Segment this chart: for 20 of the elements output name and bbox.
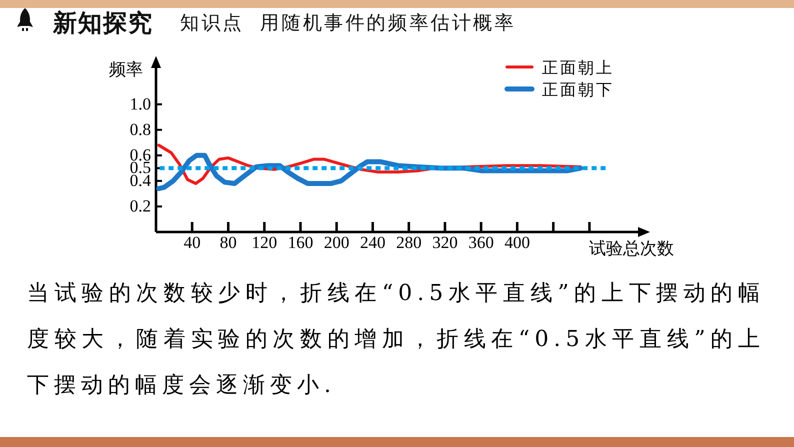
text: 当试验的次数较少时，折线在“0.5水平直线”的上下摆动的幅度较大，随着实验的次数的增加，折线在“0.5水平直线”的上下摆动的幅度会逐渐变小. bbox=[27, 280, 765, 400]
x-axis-title: 试验总次数 bbox=[589, 239, 674, 259]
y-axis-title: 频率 bbox=[109, 60, 143, 80]
x-tick-label: 200 bbox=[324, 233, 350, 252]
x-tick-label: 160 bbox=[288, 233, 314, 252]
x-tick-label: 320 bbox=[432, 233, 458, 252]
chart-title: 新知探究 bbox=[52, 8, 153, 37]
legend-label: 正面朝上 bbox=[542, 58, 614, 77]
chart-subtitle: 知识点 用随机事件的频率估计概率 bbox=[180, 12, 516, 34]
x-tick-label: 360 bbox=[468, 233, 494, 252]
legend-label: 正面朝下 bbox=[542, 80, 614, 99]
x-tick-label: 240 bbox=[360, 233, 386, 252]
y-tick-label: 0.2 bbox=[130, 196, 151, 216]
x-tick-label: 120 bbox=[252, 233, 278, 252]
y-tick-label: 1.0 bbox=[130, 94, 151, 114]
x-tick-label: 40 bbox=[184, 233, 201, 252]
y-tick-label: 0.8 bbox=[130, 120, 151, 139]
x-tick-label: 400 bbox=[504, 233, 530, 252]
x-tick-label: 80 bbox=[220, 233, 237, 252]
x-tick-label: 280 bbox=[396, 233, 422, 252]
